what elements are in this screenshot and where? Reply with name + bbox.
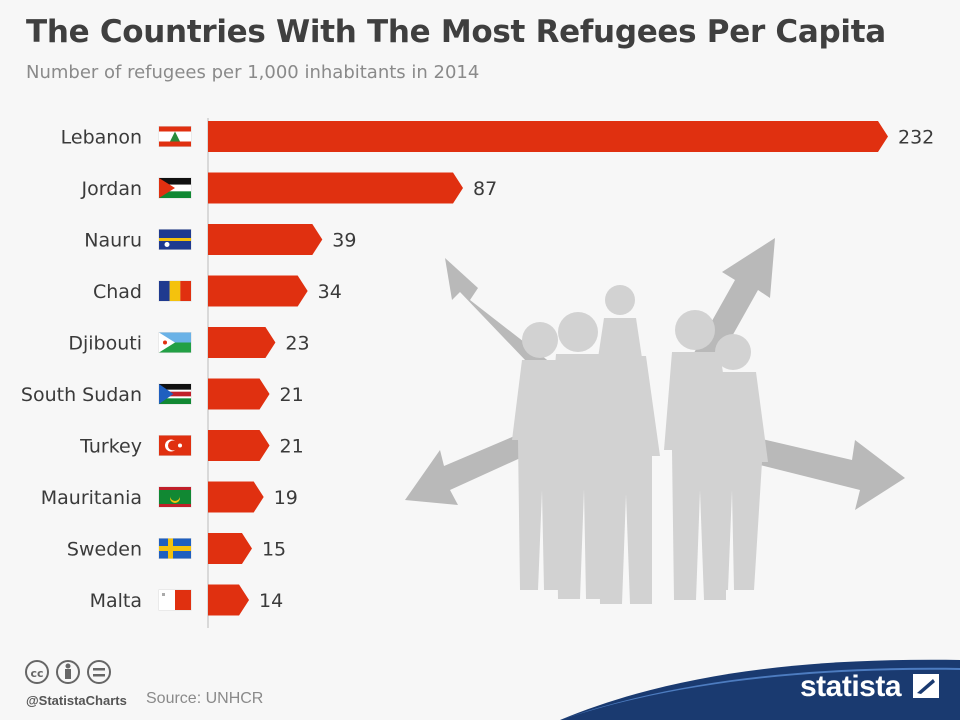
bar — [208, 327, 276, 358]
sweden-flag-icon — [158, 538, 192, 559]
people-silhouettes — [512, 285, 768, 604]
license-icons: cc — [24, 658, 124, 692]
value-label: 23 — [285, 333, 309, 355]
category-label: Malta — [90, 590, 142, 612]
bar — [208, 121, 888, 152]
bar — [208, 378, 270, 410]
category-label: Djibouti — [68, 333, 142, 355]
chart-title: The Countries With The Most Refugees Per… — [26, 14, 886, 50]
djibouti-flag-icon — [158, 332, 192, 353]
footer-band — [560, 659, 960, 720]
cc-icon: cc — [25, 660, 49, 684]
category-label: Turkey — [79, 436, 142, 458]
value-label: 15 — [262, 539, 286, 561]
no-derivatives-icon — [87, 660, 111, 684]
attribution-icon — [56, 660, 80, 684]
statista-handle: @StatistaCharts — [26, 693, 127, 708]
category-label: Mauritania — [41, 487, 142, 509]
value-label: 19 — [274, 487, 298, 509]
bar — [208, 584, 250, 616]
refugee-family-illustration — [405, 238, 905, 604]
value-label: 232 — [898, 127, 934, 149]
lebanon-flag-icon — [158, 126, 192, 147]
bar — [208, 172, 463, 204]
statista-logo-icon — [912, 674, 939, 698]
value-label: 14 — [259, 590, 283, 612]
svg-text:cc: cc — [30, 667, 43, 680]
value-label: 21 — [280, 384, 304, 406]
category-label: Nauru — [84, 230, 142, 252]
bar — [208, 481, 264, 513]
category-label: Chad — [93, 281, 142, 303]
nauru-flag-icon — [158, 229, 192, 250]
category-label: Lebanon — [61, 127, 142, 149]
chart-subtitle: Number of refugees per 1,000 inhabitants… — [26, 62, 480, 83]
jordan-flag-icon — [158, 177, 192, 199]
bar — [208, 224, 323, 255]
bar — [208, 533, 252, 564]
mauritania-flag-icon — [158, 486, 192, 508]
category-label: Jordan — [81, 178, 142, 200]
turkey-flag-icon — [158, 435, 192, 456]
bar — [208, 275, 308, 307]
bar — [208, 430, 270, 461]
category-label: South Sudan — [21, 384, 142, 406]
value-label: 21 — [280, 436, 304, 458]
brand-name: statista — [800, 670, 902, 703]
source-note: Source: UNHCR — [146, 690, 264, 707]
statista-logo: statista — [800, 670, 939, 704]
value-label: 87 — [473, 178, 497, 200]
category-label: Sweden — [67, 539, 142, 561]
arrow-right-down-icon — [740, 435, 905, 510]
value-label: 34 — [318, 281, 342, 303]
value-label: 39 — [332, 230, 356, 252]
malta-flag-icon — [158, 589, 192, 611]
south-sudan-flag-icon — [158, 383, 192, 405]
chad-flag-icon — [158, 280, 192, 302]
